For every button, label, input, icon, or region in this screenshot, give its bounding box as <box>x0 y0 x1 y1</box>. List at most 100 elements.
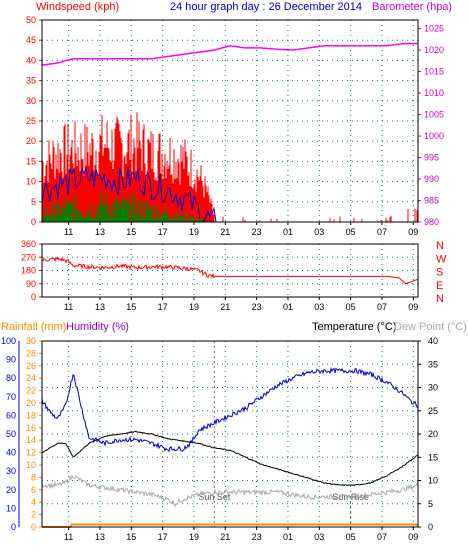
barometer-tick-label: 1005 <box>424 110 444 120</box>
temperature-tick-label: 10 <box>428 476 438 486</box>
windspeed-tick-label: 45 <box>26 35 36 45</box>
direction-x-tick-label: 07 <box>377 302 387 312</box>
windspeed-x-tick-label: 09 <box>408 227 418 237</box>
temperature-tick-label: 40 <box>428 336 438 346</box>
barometer-series <box>41 42 418 66</box>
humidity-tick-label: 50 <box>6 429 16 439</box>
barometer-tick-label: 1020 <box>424 45 444 55</box>
barometer-tick-label: 1000 <box>424 131 444 141</box>
direction-tick-label: 270 <box>21 252 36 262</box>
temperature-tick-label: 35 <box>428 359 438 369</box>
direction-x-tick-label: 23 <box>252 302 262 312</box>
windspeed-x-tick-label: 01 <box>283 227 293 237</box>
humidity-axis-title: Humidity (%) <box>66 321 129 333</box>
rainfall-tick-label: 4 <box>31 497 36 507</box>
temperature-tick-label: 25 <box>428 406 438 416</box>
humidity-tick-label: 40 <box>6 448 16 458</box>
windspeed-x-tick-label: 19 <box>189 227 199 237</box>
barometer-tick-label: 995 <box>424 153 439 163</box>
graph-title: 24 hour graph day : 26 December 2014 <box>170 1 362 13</box>
direction-x-tick-label: 15 <box>126 302 136 312</box>
humidity-tick-label: 20 <box>6 485 16 495</box>
temperature-tick-label: 15 <box>428 452 438 462</box>
windspeed-x-tick-label: 03 <box>314 227 324 237</box>
temperature-x-tick-label: 21 <box>220 532 230 542</box>
rainfall-tick-label: 30 <box>26 336 36 346</box>
windspeed-x-tick-label: 15 <box>126 227 136 237</box>
direction-x-tick-label: 09 <box>408 302 418 312</box>
windspeed-tick-label: 20 <box>26 136 36 146</box>
sunset-label: Sun Set <box>198 492 231 502</box>
temperature-tick-label: 0 <box>428 522 433 532</box>
windspeed-x-tick-label: 21 <box>220 227 230 237</box>
windspeed-plot-frame <box>41 19 419 223</box>
temperature-x-tick-label: 13 <box>95 532 105 542</box>
windspeed-x-tick-label: 11 <box>64 227 73 237</box>
humidity-series <box>41 366 419 453</box>
windspeed-x-tick-label: 23 <box>252 227 262 237</box>
temperature-x-tick-label: 15 <box>126 532 136 542</box>
direction-tick-label: 360 <box>21 239 36 249</box>
windspeed-tick-label: 40 <box>26 55 36 65</box>
windspeed-x-tick-label: 17 <box>158 227 168 237</box>
rainfall-tick-label: 28 <box>26 348 36 358</box>
rainfall-tick-label: 14 <box>26 435 36 445</box>
rainfall-tick-label: 10 <box>26 460 36 470</box>
barometer-tick-label: 1015 <box>424 67 444 77</box>
wind-gust-series <box>41 112 418 222</box>
humidity-tick-label: 90 <box>6 355 16 365</box>
direction-plot-frame <box>41 243 419 298</box>
rainfall-tick-label: 18 <box>26 410 36 420</box>
windspeed-x-tick-label: 13 <box>95 227 105 237</box>
windspeed-tick-label: 35 <box>26 76 36 86</box>
compass-label: N <box>436 293 444 305</box>
windspeed-tick-label: 15 <box>26 156 36 166</box>
temperature-x-tick-label: 01 <box>283 532 293 542</box>
windspeed-tick-label: 50 <box>26 15 36 25</box>
windspeed-tick-label: 0 <box>31 217 36 227</box>
rainfall-tick-label: 20 <box>26 398 36 408</box>
temperature-x-tick-label: 17 <box>158 532 168 542</box>
temp-humidity-panel: 0102030405060708090100024681012141618202… <box>1 336 438 542</box>
rainfall-tick-label: 24 <box>26 373 36 383</box>
direction-x-tick-label: 17 <box>158 302 168 312</box>
windspeed-x-tick-label: 05 <box>346 227 356 237</box>
windspeed-tick-label: 5 <box>31 197 36 207</box>
rainfall-tick-label: 12 <box>26 448 36 458</box>
temperature-tick-label: 20 <box>428 429 438 439</box>
compass-label: W <box>436 253 447 265</box>
humidity-tick-label: 80 <box>6 373 16 383</box>
humidity-tick-label: 70 <box>6 392 16 402</box>
direction-tick-label: 180 <box>21 266 36 276</box>
wind-direction-series <box>41 256 419 285</box>
rainfall-tick-label: 16 <box>26 423 36 433</box>
direction-x-tick-label: 19 <box>189 302 199 312</box>
compass-label: N <box>436 240 444 252</box>
temperature-x-tick-label: 23 <box>252 532 262 542</box>
barometer-tick-label: 1025 <box>424 24 444 34</box>
barometer-tick-label: 985 <box>424 196 439 206</box>
direction-x-tick-label: 21 <box>220 302 230 312</box>
barometer-axis-title: Barometer (hpa) <box>372 1 452 13</box>
dewpoint-series <box>41 474 419 507</box>
direction-x-tick-label: 01 <box>283 302 293 312</box>
direction-tick-label: 0 <box>31 292 36 302</box>
temperature-axis-title: Temperature (°C) <box>312 321 396 333</box>
direction-x-tick-label: 05 <box>346 302 356 312</box>
temperature-x-tick-label: 19 <box>189 532 199 542</box>
temperature-x-tick-label: 05 <box>346 532 356 542</box>
wind-barometer-panel: 0510152025303540455098098599099510001005… <box>26 15 444 237</box>
sunrise-label: Sun Rise <box>332 492 369 502</box>
direction-x-tick-label: 03 <box>314 302 324 312</box>
windspeed-tick-label: 10 <box>26 177 36 187</box>
temperature-tick-label: 5 <box>428 499 433 509</box>
direction-x-tick-label: 13 <box>95 302 105 312</box>
direction-tick-label: 90 <box>26 279 36 289</box>
rainfall-tick-label: 26 <box>26 361 36 371</box>
compass-label: S <box>436 267 443 279</box>
windspeed-tick-label: 25 <box>26 116 36 126</box>
rainfall-tick-label: 2 <box>31 510 36 520</box>
compass-label: E <box>436 280 443 292</box>
